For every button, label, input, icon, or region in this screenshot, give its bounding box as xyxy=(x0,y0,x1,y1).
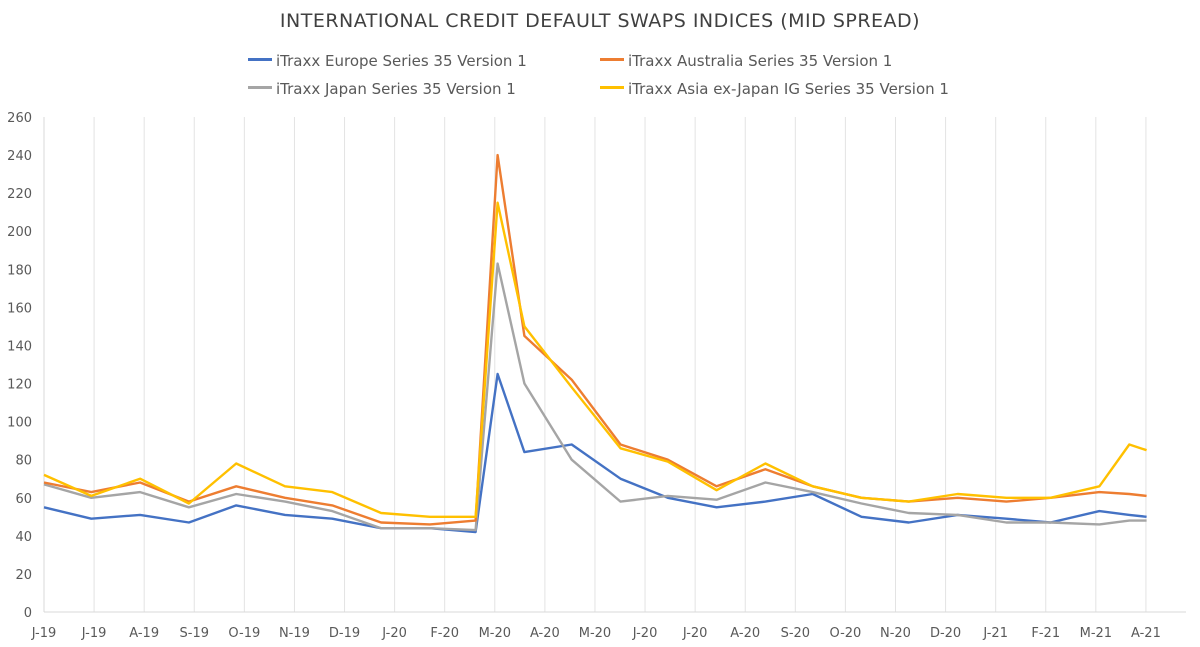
x-tick-label: M-20 xyxy=(579,626,611,641)
series-layer xyxy=(43,153,1147,534)
y-tick-label: 240 xyxy=(7,149,32,164)
series-line-itraxx-japan-series-35-version-1 xyxy=(43,262,1147,532)
series-line-itraxx-europe-series-35-version-1 xyxy=(43,372,1147,534)
y-tick-label: 100 xyxy=(7,416,32,431)
x-tick-label: J-19 xyxy=(81,626,107,641)
legend-label-japan: iTraxx Japan Series 35 Version 1 xyxy=(276,80,516,98)
y-tick-label: 180 xyxy=(7,263,32,278)
grid-layer xyxy=(93,117,1147,612)
legend-label-europe: iTraxx Europe Series 35 Version 1 xyxy=(276,52,527,70)
x-tick-label: S-20 xyxy=(781,626,811,641)
y-tick-label: 20 xyxy=(15,568,32,583)
y-tick-label: 0 xyxy=(24,606,32,621)
x-tick-label: J-21 xyxy=(982,626,1008,641)
x-tick-label: J-20 xyxy=(632,626,658,641)
y-axis: 0 20 40 60 80 100 120 140 160 180 200 220 240 260 xyxy=(7,111,45,621)
x-tick-label: F-21 xyxy=(1031,626,1060,641)
x-tick-label: S-19 xyxy=(180,626,210,641)
x-tick-label: A-20 xyxy=(730,626,760,641)
x-tick-label: A-21 xyxy=(1131,626,1161,641)
x-tick-label: M-20 xyxy=(479,626,511,641)
legend-item-japan: iTraxx Japan Series 35 Version 1 xyxy=(248,80,516,98)
x-tick-label: D-19 xyxy=(329,626,360,641)
y-tick-label: 220 xyxy=(7,187,32,202)
legend-swatch-australia xyxy=(600,58,624,61)
legend-item-europe: iTraxx Europe Series 35 Version 1 xyxy=(248,52,527,70)
x-tick-label: A-20 xyxy=(530,626,560,641)
legend-label-australia: iTraxx Australia Series 35 Version 1 xyxy=(628,52,893,70)
series-line-itraxx-australia-series-35-version-1 xyxy=(43,153,1147,526)
chart-title: INTERNATIONAL CREDIT DEFAULT SWAPS INDIC… xyxy=(279,10,921,32)
y-tick-label: 120 xyxy=(7,378,32,393)
x-tick-label: O-20 xyxy=(829,626,861,641)
x-tick-label: J-20 xyxy=(682,626,708,641)
legend-item-asia: iTraxx Asia ex-Japan IG Series 35 Versio… xyxy=(600,80,949,98)
x-tick-label: D-20 xyxy=(930,626,961,641)
legend-item-australia: iTraxx Australia Series 35 Version 1 xyxy=(600,52,892,70)
y-tick-label: 160 xyxy=(7,301,32,316)
y-tick-label: 140 xyxy=(7,339,32,354)
x-tick-label: A-19 xyxy=(129,626,159,641)
x-axis: J-19 J-19 A-19 S-19 O-19 N-19 D-19 J-20 F-20 M-20… xyxy=(31,611,1186,641)
legend-swatch-europe xyxy=(248,58,272,61)
x-tick-label: J-20 xyxy=(381,626,407,641)
legend-swatch-asia xyxy=(600,86,624,89)
x-tick-label: M-21 xyxy=(1080,626,1112,641)
x-tick-label: J-19 xyxy=(31,626,57,641)
x-tick-label: N-20 xyxy=(880,626,911,641)
x-tick-label: F-20 xyxy=(430,626,459,641)
x-tick-label: N-19 xyxy=(279,626,310,641)
y-tick-label: 260 xyxy=(7,111,32,126)
legend-swatch-japan xyxy=(248,86,272,89)
y-tick-label: 60 xyxy=(15,492,32,507)
y-tick-label: 80 xyxy=(15,454,32,469)
series-line-itraxx-asia-ex-japan-ig-series-35-version-1 xyxy=(43,201,1147,518)
y-tick-label: 200 xyxy=(7,225,32,240)
legend-label-asia: iTraxx Asia ex-Japan IG Series 35 Versio… xyxy=(628,80,949,98)
x-tick-label: O-19 xyxy=(228,626,260,641)
y-tick-label: 40 xyxy=(15,530,32,545)
